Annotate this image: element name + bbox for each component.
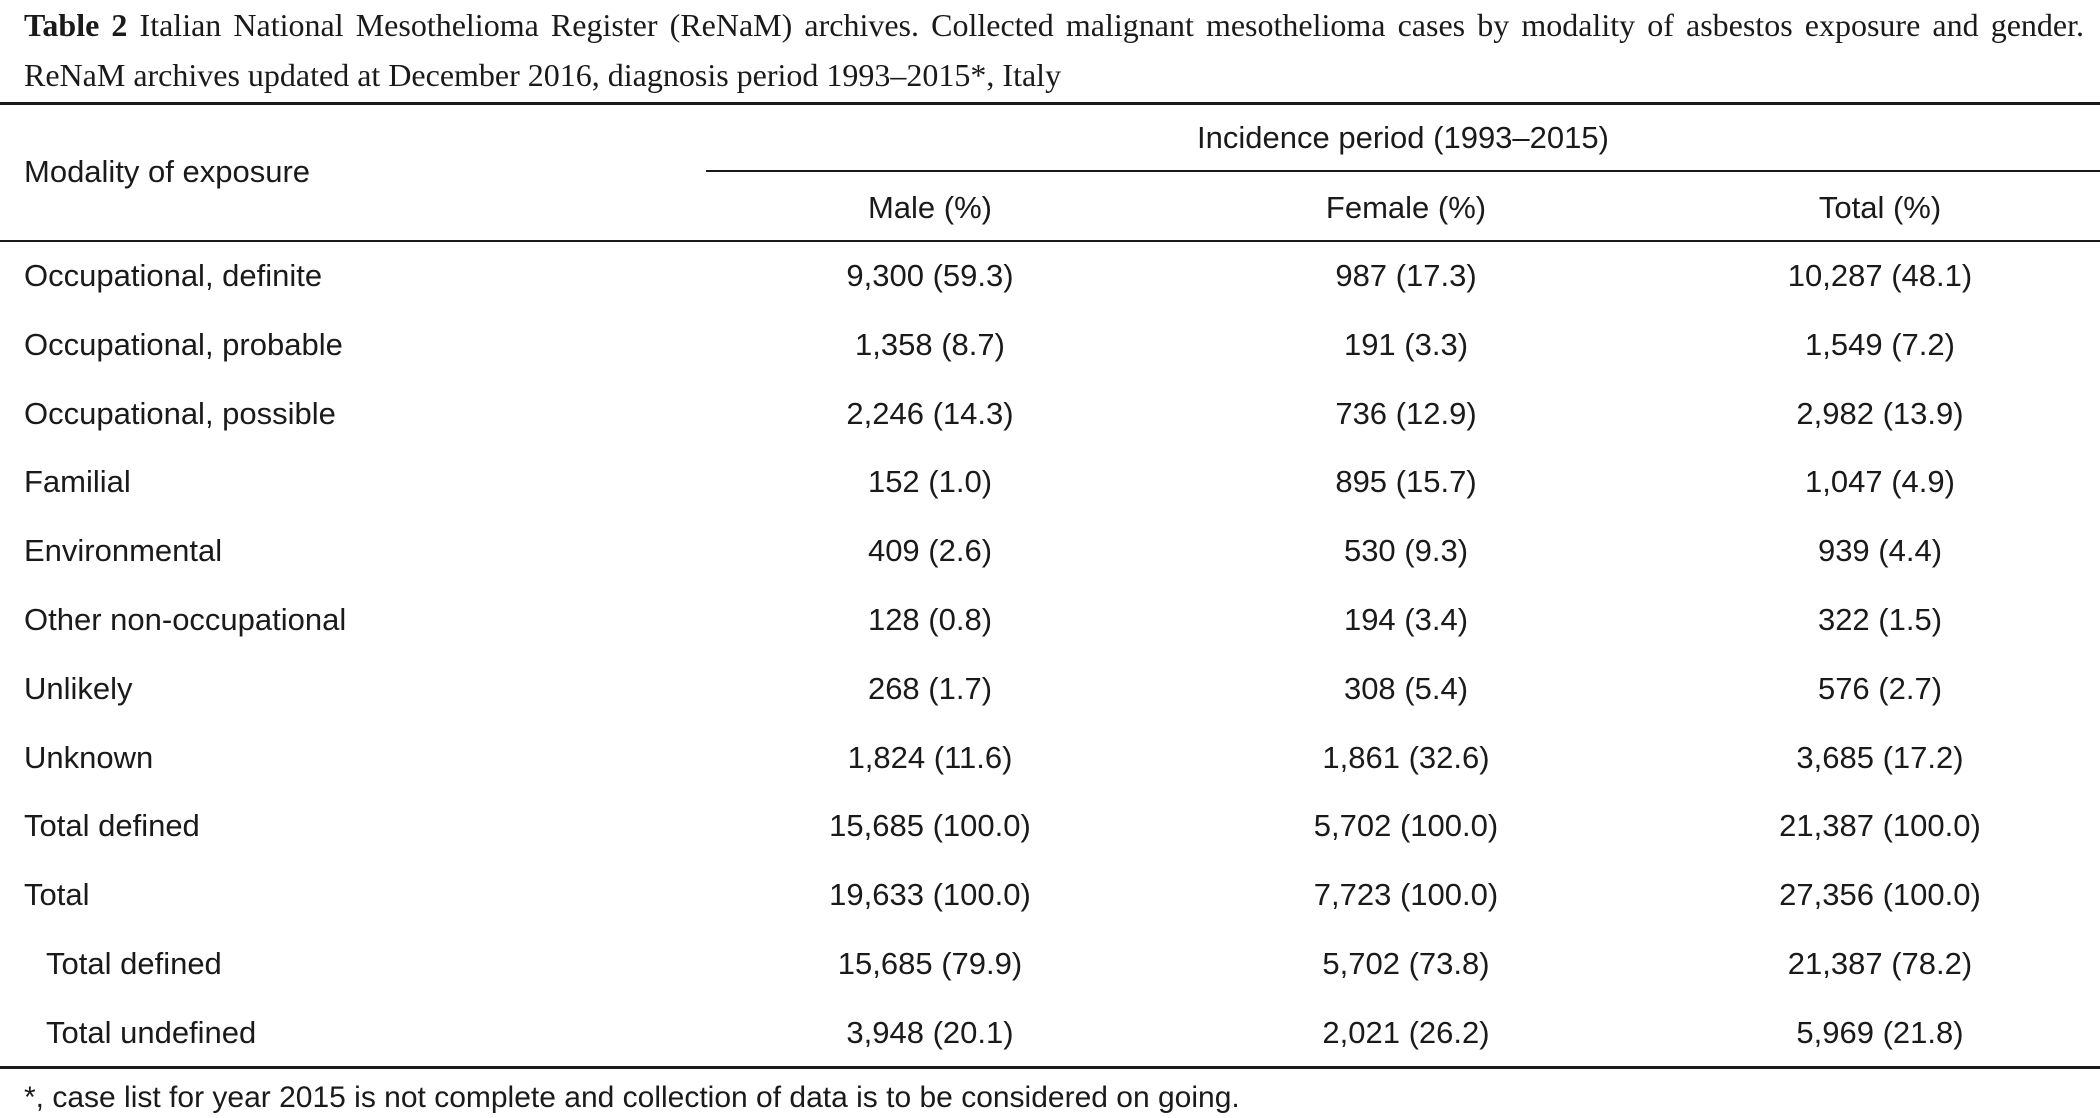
cell-female: 191 (3.3) bbox=[1343, 326, 1469, 362]
table-header-rule bbox=[0, 240, 2100, 242]
header-total: Total (%) bbox=[1818, 190, 1942, 225]
table-row: Unlikely 268 (1.7) 308 (5.4) 576 (2.7) bbox=[0, 669, 2100, 738]
row-label: Occupational, probable bbox=[24, 326, 343, 362]
cell-total: 322 (1.5) bbox=[1817, 601, 1943, 637]
cell-male: 1,358 (8.7) bbox=[855, 326, 1005, 362]
table-top-rule bbox=[0, 102, 2100, 105]
cell-total: 5,969 (21.8) bbox=[1796, 1014, 1964, 1050]
cell-male: 2,246 (14.3) bbox=[846, 395, 1014, 431]
cell-female: 987 (17.3) bbox=[1335, 258, 1477, 293]
row-label: Environmental bbox=[24, 533, 223, 569]
cell-male: 15,685 (100.0) bbox=[829, 808, 1031, 844]
cell-total: 27,356 (100.0) bbox=[1779, 877, 1981, 913]
header-incidence-period: Incidence period (1993–2015) bbox=[1197, 120, 1609, 155]
cell-female: 5,702 (100.0) bbox=[1313, 808, 1499, 844]
cell-total: 939 (4.4) bbox=[1817, 533, 1943, 569]
cell-female: 736 (12.9) bbox=[1335, 395, 1477, 431]
cell-female: 5,702 (73.8) bbox=[1322, 945, 1490, 981]
row-label: Familial bbox=[24, 464, 131, 500]
row-label: Total defined bbox=[46, 945, 222, 981]
cell-female: 308 (5.4) bbox=[1343, 670, 1469, 706]
cell-female: 2,021 (26.2) bbox=[1322, 1014, 1490, 1050]
row-label: Total defined bbox=[24, 808, 200, 844]
table-row: Familial 152 (1.0) 895 (15.7) 1,047 (4.9) bbox=[0, 462, 2100, 531]
table-bottom-rule bbox=[0, 1066, 2100, 1069]
table-body: Occupational, definite 9,300 (59.3) 987 (1… bbox=[0, 256, 2100, 1082]
cell-female: 7,723 (100.0) bbox=[1313, 877, 1499, 913]
cell-total: 21,387 (100.0) bbox=[1779, 808, 1981, 844]
row-label: Unknown bbox=[24, 739, 154, 775]
header-span-rule bbox=[706, 170, 2100, 172]
cell-male: 3,948 (20.1) bbox=[846, 1014, 1014, 1050]
table-row: Unknown 1,824 (11.6) 1,861 (32.6) 3,685 (17… bbox=[0, 738, 2100, 807]
cell-male: 15,685 (79.9) bbox=[837, 945, 1023, 981]
cell-total: 1,047 (4.9) bbox=[1805, 464, 1955, 500]
table-row: Total defined 15,685 (100.0) 5,702 (100.0)… bbox=[0, 806, 2100, 875]
caption-label: Table 2 bbox=[24, 7, 128, 43]
cell-male: 268 (1.7) bbox=[867, 670, 993, 706]
cell-total: 576 (2.7) bbox=[1817, 670, 1943, 706]
cell-female: 530 (9.3) bbox=[1343, 533, 1469, 569]
cell-male: 128 (0.8) bbox=[867, 601, 993, 637]
row-label: Total undefined bbox=[46, 1014, 257, 1050]
table-footnote: *, case list for year 2015 is not comple… bbox=[24, 1081, 1240, 1114]
table-row: Total undefined 3,948 (20.1) 2,021 (26.2) 5… bbox=[0, 1013, 2100, 1082]
cell-total: 3,685 (17.2) bbox=[1796, 739, 1964, 775]
table-row: Environmental 409 (2.6) 530 (9.3) 939 (4.4) bbox=[0, 531, 2100, 600]
cell-total: 1,549 (7.2) bbox=[1805, 326, 1955, 362]
cell-male: 152 (1.0) bbox=[867, 464, 993, 500]
row-label: Occupational, definite bbox=[24, 258, 323, 293]
table-row: Total defined 15,685 (79.9) 5,702 (73.8) 21… bbox=[0, 944, 2100, 1013]
cell-male: 1,824 (11.6) bbox=[847, 739, 1013, 775]
caption-text: Italian National Mesothelioma Register (… bbox=[24, 7, 2085, 93]
table-row: Occupational, definite 9,300 (59.3) 987 (1… bbox=[0, 256, 2100, 325]
cell-male: 9,300 (59.3) bbox=[846, 258, 1014, 293]
row-label: Unlikely bbox=[24, 670, 133, 706]
header-female: Female (%) bbox=[1325, 190, 1487, 225]
cell-total: 2,982 (13.9) bbox=[1796, 395, 1964, 431]
row-label: Other non-occupational bbox=[24, 601, 347, 637]
cell-male: 409 (2.6) bbox=[867, 533, 993, 569]
cell-female: 194 (3.4) bbox=[1343, 601, 1469, 637]
table-row: Occupational, possible 2,246 (14.3) 736 (1… bbox=[0, 394, 2100, 463]
table-row: Total 19,633 (100.0) 7,723 (100.0) 27,356 (… bbox=[0, 875, 2100, 944]
row-label: Total bbox=[24, 877, 90, 913]
cell-female: 895 (15.7) bbox=[1335, 464, 1477, 500]
cell-male: 19,633 (100.0) bbox=[829, 877, 1031, 913]
header-modality-of-exposure: Modality of exposure bbox=[24, 154, 311, 189]
row-label: Occupational, possible bbox=[24, 395, 336, 431]
table-row: Other non-occupational 128 (0.8) 194 (3.4)… bbox=[0, 600, 2100, 669]
cell-total: 21,387 (78.2) bbox=[1787, 945, 1973, 981]
table-row: Occupational, probable 1,358 (8.7) 191 (3.… bbox=[0, 325, 2100, 394]
table-caption: Table 2 Italian National Mesothelioma Re… bbox=[24, 0, 2084, 100]
cell-total: 10,287 (48.1) bbox=[1787, 258, 1973, 293]
header-male: Male (%) bbox=[867, 190, 992, 225]
cell-female: 1,861 (32.6) bbox=[1322, 739, 1490, 775]
